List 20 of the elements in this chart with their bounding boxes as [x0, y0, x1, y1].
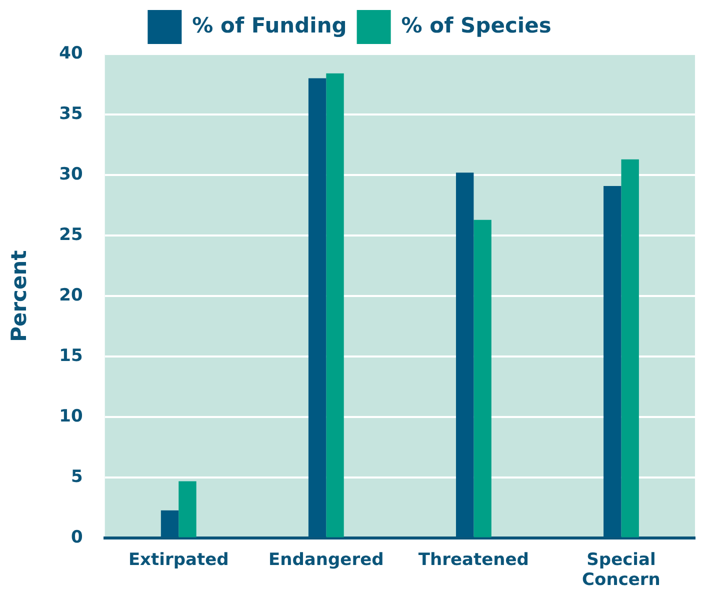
y-tick-label: 40: [59, 43, 84, 64]
y-tick-label: 30: [59, 164, 84, 184]
x-tick-label: Extirpated: [128, 550, 229, 570]
y-tick-label: 15: [59, 346, 83, 366]
y-tick-label: 5: [71, 467, 83, 488]
bar: [178, 481, 196, 538]
y-tick-label: 35: [59, 104, 83, 124]
legend-label: % of Species: [401, 13, 552, 38]
y-axis-title: Percent: [7, 250, 32, 342]
x-tick-label: Endangered: [268, 550, 384, 570]
y-tick-label: 10: [59, 406, 84, 427]
x-tick-label: Threatened: [418, 550, 529, 570]
x-tick-label: Special Concern: [582, 550, 660, 590]
bar: [621, 159, 639, 538]
legend-label: % of Funding: [192, 13, 347, 38]
y-tick-label: 25: [59, 224, 83, 245]
y-tick-label: 0: [71, 528, 84, 548]
y-tick-label: 20: [59, 286, 84, 306]
bar: [326, 73, 344, 538]
bar: [474, 220, 492, 538]
